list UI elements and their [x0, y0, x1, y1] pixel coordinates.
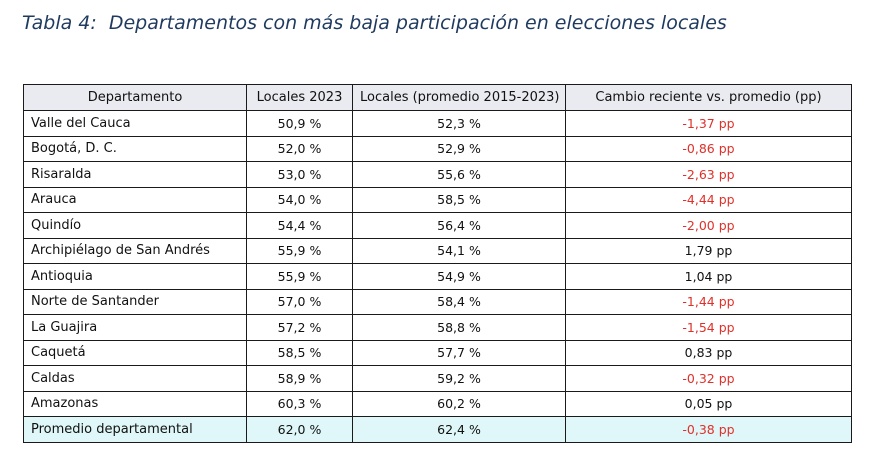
table-row: Quindío 54,4 % 56,4 % -2,00 pp	[23, 212, 852, 239]
cell-departamento: Norte de Santander	[23, 288, 247, 315]
cell-cambio: -2,00 pp	[565, 212, 852, 239]
header-departamento: Departamento	[23, 84, 247, 111]
cell-departamento: Arauca	[23, 186, 247, 213]
cell-locales-2023: 57,2 %	[246, 314, 353, 341]
cell-cambio: -1,44 pp	[565, 288, 852, 315]
cell-locales-2023: 54,0 %	[246, 186, 353, 213]
cell-departamento: Caldas	[23, 365, 247, 392]
cell-locales-2023: 54,4 %	[246, 212, 353, 239]
cell-promedio: 52,9 %	[352, 135, 566, 162]
cell-cambio: 1,79 pp	[565, 237, 852, 264]
table-row: Amazonas 60,3 % 60,2 % 0,05 pp	[23, 390, 852, 417]
cell-departamento: La Guajira	[23, 314, 247, 341]
cell-promedio: 57,7 %	[352, 339, 566, 366]
header-cambio: Cambio reciente vs. promedio (pp)	[565, 84, 852, 111]
cell-departamento: Caquetá	[23, 339, 247, 366]
participation-table: Departamento Locales 2023 Locales (prome…	[23, 84, 852, 443]
cell-locales-2023: 55,9 %	[246, 263, 353, 290]
cell-promedio: 58,4 %	[352, 288, 566, 315]
cell-departamento: Valle del Cauca	[23, 110, 247, 137]
cell-locales-2023: 60,3 %	[246, 390, 353, 417]
table-row: La Guajira 57,2 % 58,8 % -1,54 pp	[23, 314, 852, 341]
cell-promedio: 56,4 %	[352, 212, 566, 239]
cell-cambio: -1,37 pp	[565, 110, 852, 137]
cell-promedio: 52,3 %	[352, 110, 566, 137]
cell-promedio: 58,5 %	[352, 186, 566, 213]
cell-promedio: 60,2 %	[352, 390, 566, 417]
cell-locales-2023: 58,9 %	[246, 365, 353, 392]
cell-cambio: 0,05 pp	[565, 390, 852, 417]
average-row: Promedio departamental 62,0 % 62,4 % -0,…	[23, 416, 852, 443]
caption-number: 4:	[78, 12, 97, 34]
cell-departamento: Antioquia	[23, 263, 247, 290]
table-row: Caquetá 58,5 % 57,7 % 0,83 pp	[23, 339, 852, 366]
cell-cambio: -0,86 pp	[565, 135, 852, 162]
cell-locales-2023: 52,0 %	[246, 135, 353, 162]
cell-cambio: -1,54 pp	[565, 314, 852, 341]
cell-cambio: -0,32 pp	[565, 365, 852, 392]
table-caption: Tabla 4: Departamentos con más baja part…	[22, 12, 727, 34]
cell-cambio: -2,63 pp	[565, 161, 852, 188]
caption-title: Departamentos con más baja participación…	[108, 12, 727, 34]
cell-cambio: 1,04 pp	[565, 263, 852, 290]
cell-cambio: 0,83 pp	[565, 339, 852, 366]
cell-cambio: -0,38 pp	[565, 416, 852, 443]
cell-departamento: Promedio departamental	[23, 416, 247, 443]
cell-locales-2023: 50,9 %	[246, 110, 353, 137]
cell-promedio: 58,8 %	[352, 314, 566, 341]
cell-promedio: 54,1 %	[352, 237, 566, 264]
cell-promedio: 62,4 %	[352, 416, 566, 443]
cell-departamento: Quindío	[23, 212, 247, 239]
table-row: Caldas 58,9 % 59,2 % -0,32 pp	[23, 365, 852, 392]
table-header-row: Departamento Locales 2023 Locales (prome…	[23, 84, 852, 111]
cell-locales-2023: 62,0 %	[246, 416, 353, 443]
cell-departamento: Risaralda	[23, 161, 247, 188]
cell-locales-2023: 55,9 %	[246, 237, 353, 264]
cell-departamento: Bogotá, D. C.	[23, 135, 247, 162]
table-row: Norte de Santander 57,0 % 58,4 % -1,44 p…	[23, 288, 852, 315]
caption-label: Tabla	[22, 12, 73, 34]
cell-locales-2023: 58,5 %	[246, 339, 353, 366]
cell-locales-2023: 57,0 %	[246, 288, 353, 315]
cell-locales-2023: 53,0 %	[246, 161, 353, 188]
table-row: Bogotá, D. C. 52,0 % 52,9 % -0,86 pp	[23, 135, 852, 162]
cell-departamento: Archipiélago de San Andrés	[23, 237, 247, 264]
header-locales-2023: Locales 2023	[246, 84, 353, 111]
cell-promedio: 59,2 %	[352, 365, 566, 392]
table-body: Valle del Cauca 50,9 % 52,3 % -1,37 pp B…	[23, 110, 852, 443]
table-row: Arauca 54,0 % 58,5 % -4,44 pp	[23, 186, 852, 213]
cell-promedio: 54,9 %	[352, 263, 566, 290]
header-promedio: Locales (promedio 2015-2023)	[352, 84, 566, 111]
table-row: Antioquia 55,9 % 54,9 % 1,04 pp	[23, 263, 852, 290]
cell-promedio: 55,6 %	[352, 161, 566, 188]
table-row: Archipiélago de San Andrés 55,9 % 54,1 %…	[23, 237, 852, 264]
cell-departamento: Amazonas	[23, 390, 247, 417]
cell-cambio: -4,44 pp	[565, 186, 852, 213]
table-row: Risaralda 53,0 % 55,6 % -2,63 pp	[23, 161, 852, 188]
table-row: Valle del Cauca 50,9 % 52,3 % -1,37 pp	[23, 110, 852, 137]
